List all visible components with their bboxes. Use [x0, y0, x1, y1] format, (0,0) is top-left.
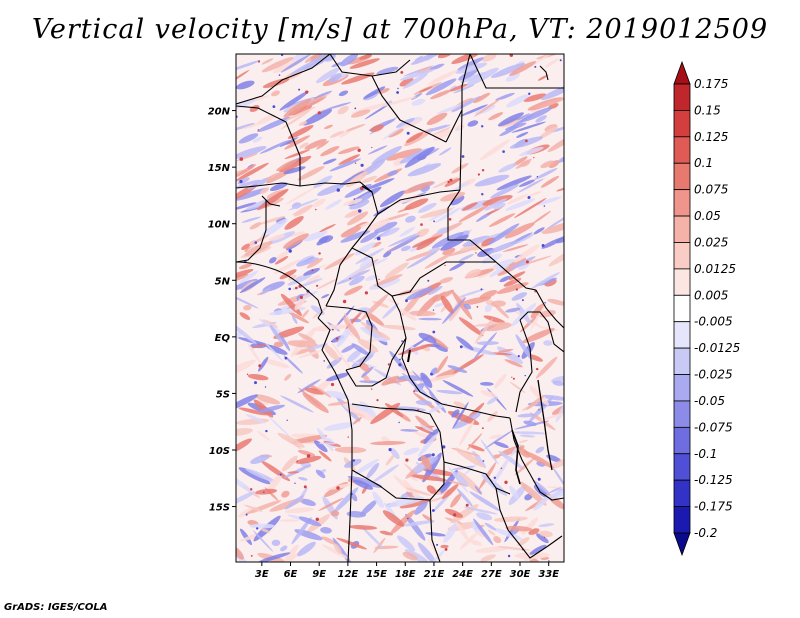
lat-tick-label: EQ [215, 333, 231, 344]
colorbar-label: -0.025 [694, 368, 733, 382]
lon-tick-label: 21E [424, 569, 445, 580]
colorbar-label: -0.0125 [694, 341, 740, 355]
colorbar-label: -0.05 [694, 394, 725, 408]
lon-tick-label: 33E [538, 569, 559, 580]
lon-tick-label: 27E [481, 569, 502, 580]
colorbar-label: 0.025 [694, 236, 728, 250]
colorbar: 0.175 0.15 0.125 0.1 0.075 0.05 0.025 0.0125 0.0… [673, 60, 740, 557]
colorbar-box [673, 189, 691, 217]
colorbar-arrow-top [673, 60, 691, 85]
latitude-axis: 20N 15N 10N 5N EQ 5S 10S 15S [208, 107, 236, 514]
grads-credit: GrADS: IGES/COLA [4, 602, 108, 613]
lat-tick-label: 10N [208, 220, 231, 231]
colorbar-label: 0.15 [694, 103, 721, 117]
map-frame [235, 53, 565, 563]
lon-tick-label: 18E [395, 569, 416, 580]
colorbar-label: -0.075 [694, 420, 733, 434]
lat-tick-label: 20N [208, 107, 231, 118]
colorbar-label: 0.125 [694, 130, 728, 144]
colorbar-label: 0.0125 [694, 262, 736, 276]
colorbar-label: -0.1 [694, 447, 717, 461]
longitude-axis: 3E 6E 9E 12E 15E 18E 21E 24E 27E 30E 33E [255, 562, 559, 580]
colorbar-box [673, 374, 691, 402]
colorbar-box [673, 479, 691, 507]
colorbar-label: 0.075 [694, 183, 728, 197]
colorbar-box [673, 110, 691, 138]
lon-tick-label: 9E [312, 569, 326, 580]
colorbar-box [673, 506, 691, 534]
colorbar-box [673, 268, 691, 296]
colorbar-label: -0.175 [694, 500, 733, 514]
colorbar-box [673, 162, 691, 191]
country-borders [236, 54, 564, 562]
colorbar-box [673, 294, 691, 323]
map-title: Vertical velocity [m/s] at 700hPa, VT: 2… [31, 14, 769, 45]
colorbar-label: -0.125 [694, 473, 733, 487]
colorbar-label: -0.005 [694, 315, 733, 329]
lat-tick-label: 10S [209, 446, 230, 457]
vertical-velocity-field [236, 54, 564, 562]
colorbar-box [673, 321, 691, 349]
lon-tick-label: 30E [510, 569, 531, 580]
lon-tick-label: 24E [452, 569, 473, 580]
colorbar-label: -0.2 [694, 526, 717, 540]
colorbar-label: 0.005 [694, 288, 728, 302]
colorbar-box [673, 136, 691, 164]
colorbar-box [673, 453, 691, 481]
lat-tick-label: 5N [215, 276, 231, 287]
colorbar-box [673, 426, 691, 455]
lon-tick-label: 6E [284, 569, 298, 580]
lat-tick-label: 15S [209, 503, 230, 514]
lat-tick-label: 15N [208, 163, 231, 174]
lon-tick-label: 3E [255, 569, 269, 580]
colorbar-box [673, 347, 691, 375]
lon-tick-label: 12E [338, 569, 359, 580]
colorbar-arrow-bottom [673, 532, 691, 557]
lon-tick-label: 15E [366, 569, 387, 580]
colorbar-box [673, 400, 691, 428]
colorbar-label: 0.175 [694, 77, 728, 91]
colorbar-label: 0.1 [694, 156, 713, 170]
colorbar-box [673, 242, 691, 270]
colorbar-box [673, 83, 691, 111]
lat-tick-label: 5S [216, 389, 230, 400]
colorbar-label: 0.05 [694, 209, 721, 223]
colorbar-box [673, 215, 691, 243]
